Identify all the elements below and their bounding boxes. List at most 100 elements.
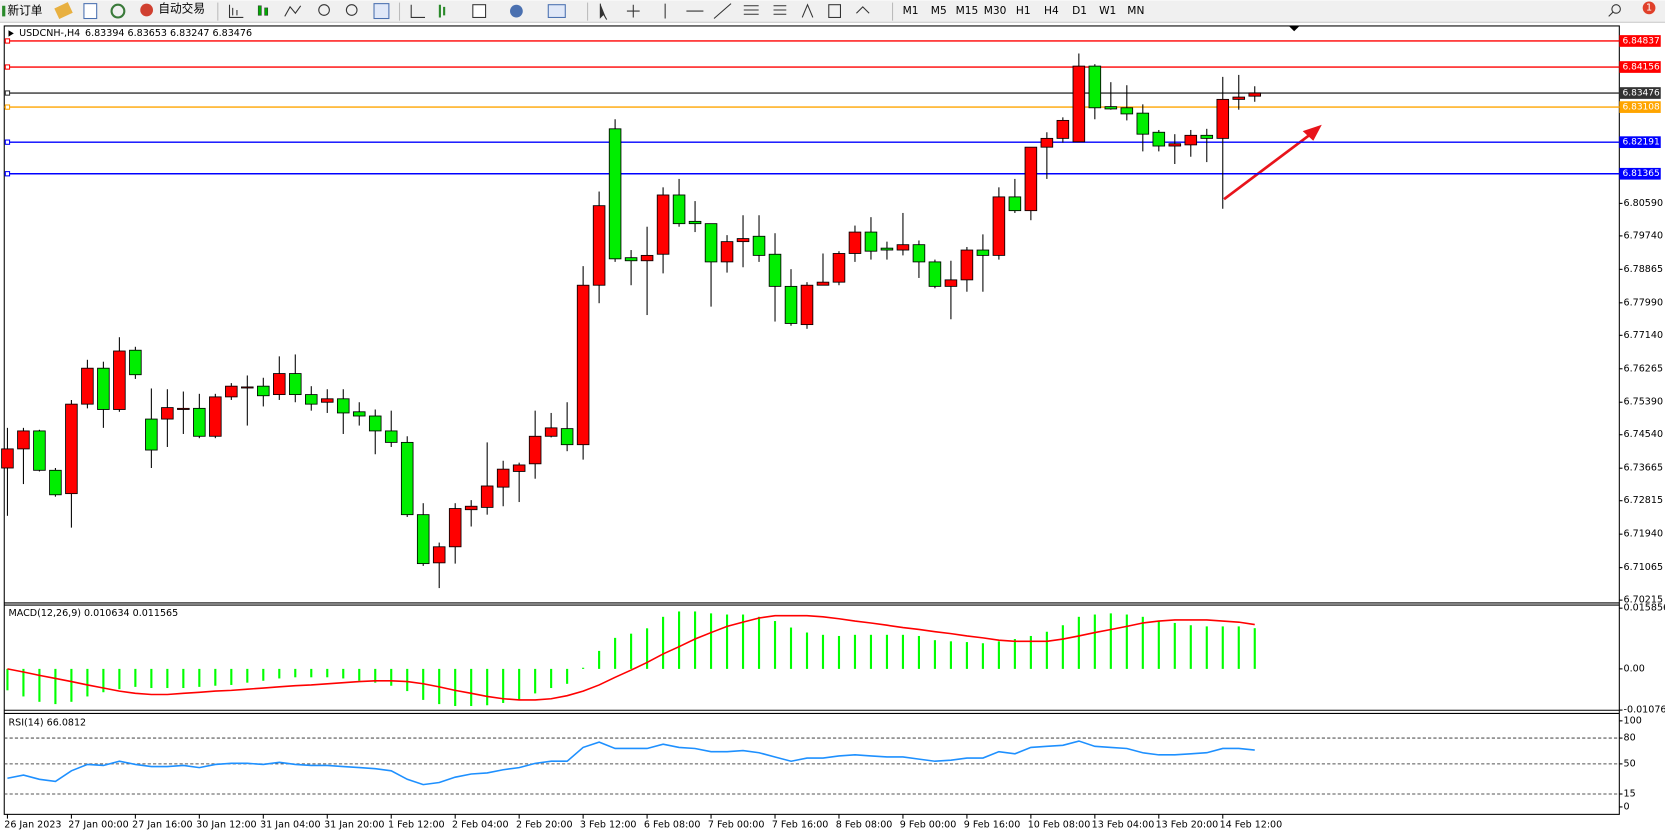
notification-badge[interactable] — [1642, 1, 1656, 15]
macd-bar — [182, 668, 185, 689]
icon[interactable] — [743, 5, 759, 15]
icon[interactable] — [373, 3, 390, 20]
icon[interactable] — [140, 3, 154, 17]
y-tick-label: 6.76265 — [1624, 363, 1663, 374]
icon[interactable] — [547, 4, 566, 18]
icon[interactable] — [264, 7, 269, 16]
icon[interactable] — [345, 4, 358, 16]
icon[interactable] — [228, 4, 244, 18]
icon[interactable] — [318, 4, 330, 16]
candle-body — [752, 235, 766, 256]
level-value: 6.84837 — [1622, 36, 1659, 46]
candle-body — [1024, 146, 1038, 212]
icon[interactable] — [54, 2, 73, 20]
timeframe-button[interactable]: M15 — [956, 4, 979, 17]
x-tick-label: 9 Feb 16:00 — [964, 819, 1021, 830]
chart-area — [3, 25, 1620, 815]
timeframe-button[interactable]: H4 — [1044, 4, 1059, 17]
icon[interactable] — [257, 5, 262, 16]
candle-body — [49, 469, 62, 496]
macd-bar — [262, 668, 265, 681]
macd-bar — [6, 668, 9, 691]
candle-body — [704, 223, 718, 263]
candle-body — [65, 403, 78, 495]
candle-body — [97, 367, 110, 410]
icon[interactable] — [410, 4, 426, 18]
icon[interactable] — [110, 3, 126, 19]
macd-bar — [134, 668, 137, 687]
macd-bar — [70, 668, 73, 702]
timeframe-button[interactable]: M1 — [903, 4, 919, 17]
macd-bar — [853, 634, 857, 669]
search-icon[interactable] — [1608, 11, 1614, 17]
chart-frame: USDCNH-,H4 6.83394 6.83653 6.83247 6.834… — [3, 25, 1620, 815]
macd-bar — [310, 668, 313, 678]
candle-body — [672, 194, 686, 225]
level-value: 6.84156 — [1622, 63, 1660, 73]
candle-body — [352, 411, 366, 417]
timeframe-button[interactable]: D1 — [1072, 4, 1087, 17]
timeframe-button[interactable]: W1 — [1099, 4, 1116, 17]
icon[interactable] — [472, 4, 487, 18]
timeframe-button[interactable]: M30 — [984, 4, 1007, 17]
candle-body — [592, 205, 606, 286]
macd-bar — [725, 614, 729, 669]
y-tick-label: 6.72815 — [1624, 495, 1663, 506]
icon[interactable] — [284, 5, 302, 17]
candle-body — [1104, 106, 1118, 110]
x-tick-label: 14 Feb 12:00 — [1220, 819, 1283, 830]
macd-bar — [454, 668, 457, 707]
icon[interactable] — [438, 4, 446, 18]
macd-bar — [358, 668, 361, 681]
icon[interactable] — [626, 4, 640, 18]
macd-bar — [1013, 639, 1016, 669]
timeframe-button[interactable]: MN — [1127, 4, 1144, 17]
search-icon[interactable] — [1611, 4, 1621, 14]
candle-body — [608, 128, 622, 260]
candle-body — [688, 220, 702, 225]
candle-body — [1248, 92, 1262, 97]
icon[interactable] — [856, 6, 870, 14]
icon[interactable] — [828, 4, 842, 18]
x-tick-label: 3 Feb 12:00 — [580, 819, 637, 830]
icon[interactable] — [599, 3, 608, 20]
candle-body — [193, 407, 206, 437]
x-tick-label: 30 Jan 12:00 — [196, 819, 256, 830]
y-tick-label: 6.77140 — [1624, 330, 1663, 341]
macd-bar — [198, 668, 201, 687]
candle-body — [816, 281, 830, 286]
macd-bar — [1141, 616, 1144, 669]
candle-body — [273, 373, 286, 396]
candle-body — [177, 407, 190, 410]
candle-body — [768, 253, 782, 287]
candle-body — [305, 394, 318, 405]
y-tick-label: 6.80590 — [1624, 198, 1663, 209]
macd-bar — [821, 634, 825, 669]
badge-count: 1 — [1646, 2, 1652, 13]
y-tick-label: 6.74540 — [1624, 429, 1663, 440]
candle-body — [1056, 119, 1070, 139]
candle-body — [33, 430, 46, 471]
candle-body — [400, 441, 414, 516]
new-order-button[interactable]: 新订单 — [7, 4, 42, 18]
y-tick-label: 0.015856 — [1624, 603, 1665, 614]
icon[interactable] — [713, 3, 732, 19]
level-tag — [1619, 61, 1661, 73]
auto-trading-button[interactable]: 自动交易 — [158, 1, 205, 15]
candle-body — [576, 284, 590, 446]
rsi-line — [7, 740, 1255, 786]
level-tag — [1619, 35, 1661, 47]
timeframe-button[interactable]: H1 — [1016, 4, 1031, 17]
icon[interactable] — [773, 5, 787, 15]
candle-body — [736, 238, 750, 243]
icon[interactable] — [801, 3, 814, 18]
macd-bar — [1093, 614, 1096, 669]
candle-body — [880, 247, 894, 251]
annotation-arrow — [1223, 131, 1315, 201]
macd-bar — [518, 668, 521, 700]
timeframe-button[interactable]: M5 — [931, 4, 947, 17]
icon[interactable] — [510, 4, 523, 18]
candle-body — [848, 231, 862, 254]
icon[interactable] — [83, 3, 98, 20]
